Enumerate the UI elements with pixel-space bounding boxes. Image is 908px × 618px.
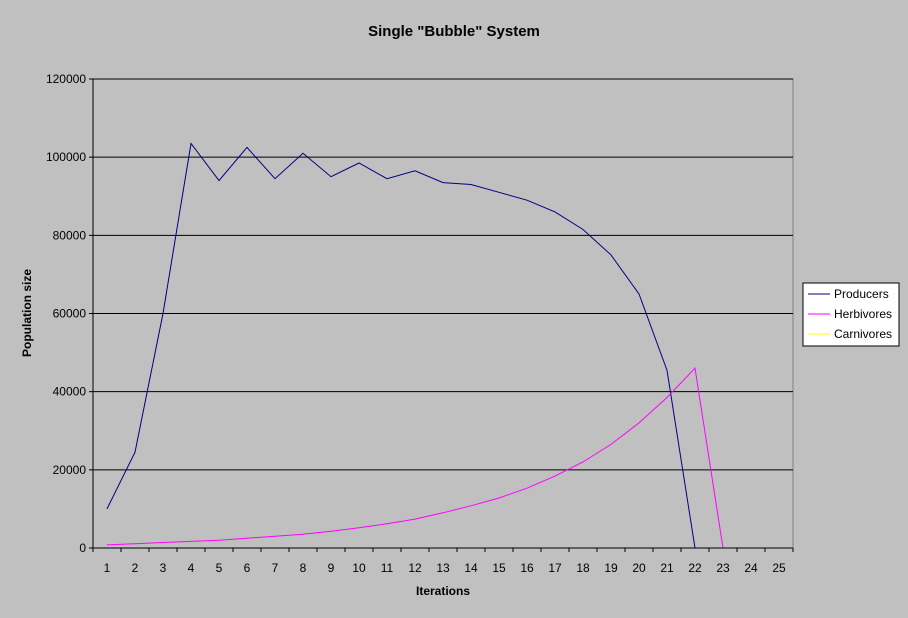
- x-tick-label: 5: [216, 561, 223, 575]
- series-line-herbivores: [106, 367, 724, 549]
- legend: Producers Herbivores Carnivores: [802, 282, 900, 347]
- x-tick-label: 17: [548, 561, 562, 575]
- y-tick-label: 20000: [53, 463, 87, 477]
- x-tick-label: 7: [272, 561, 279, 575]
- x-tick-label: 21: [660, 561, 674, 575]
- gridlines: [93, 78, 793, 471]
- x-tick-label: 10: [352, 561, 366, 575]
- x-tick-label: 1: [104, 561, 111, 575]
- x-tick-label: 3: [160, 561, 167, 575]
- x-tick-label: 14: [464, 561, 478, 575]
- x-axis-ticks: 1 2 3 4 5 6 7 8 9 10 11 12 13 14 15 16 17 18 19 20 21 22 23 24 2…: [92, 548, 794, 575]
- x-tick-label: 22: [688, 561, 702, 575]
- legend-label-producers: Producers: [834, 287, 889, 301]
- x-tick-label: 6: [244, 561, 251, 575]
- x-tick-label: 16: [520, 561, 534, 575]
- x-tick-label: 13: [436, 561, 450, 575]
- y-tick-label: 0: [79, 541, 86, 555]
- y-tick-label: 100000: [46, 150, 86, 164]
- y-tick-label: 60000: [53, 307, 87, 321]
- chart-title: Single "Bubble" System: [368, 23, 540, 40]
- x-tick-label: 8: [300, 561, 307, 575]
- legend-label-carnivores: Carnivores: [834, 327, 892, 341]
- x-tick-label: 15: [492, 561, 506, 575]
- y-axis-title: Population size: [20, 269, 34, 357]
- x-tick-label: 12: [408, 561, 422, 575]
- x-tick-label: 18: [576, 561, 590, 575]
- y-tick-label: 40000: [53, 385, 87, 399]
- x-axis-title: Iterations: [416, 584, 470, 598]
- legend-label-herbivores: Herbivores: [834, 307, 892, 321]
- series-line-producers: [106, 142, 696, 549]
- x-tick-label: 9: [328, 561, 335, 575]
- x-tick-label: 20: [632, 561, 646, 575]
- x-tick-label: 11: [381, 561, 394, 575]
- y-axis-ticks: 0 20000 40000 60000 80000 100000 120000: [46, 72, 93, 555]
- x-tick-label: 4: [188, 561, 195, 575]
- y-tick-label: 80000: [53, 228, 87, 242]
- x-tick-label: 23: [716, 561, 730, 575]
- x-tick-label: 19: [604, 561, 618, 575]
- x-tick-label: 2: [132, 561, 139, 575]
- x-tick-label: 24: [744, 561, 758, 575]
- y-tick-label: 120000: [46, 72, 86, 86]
- x-tick-label: 25: [772, 561, 786, 575]
